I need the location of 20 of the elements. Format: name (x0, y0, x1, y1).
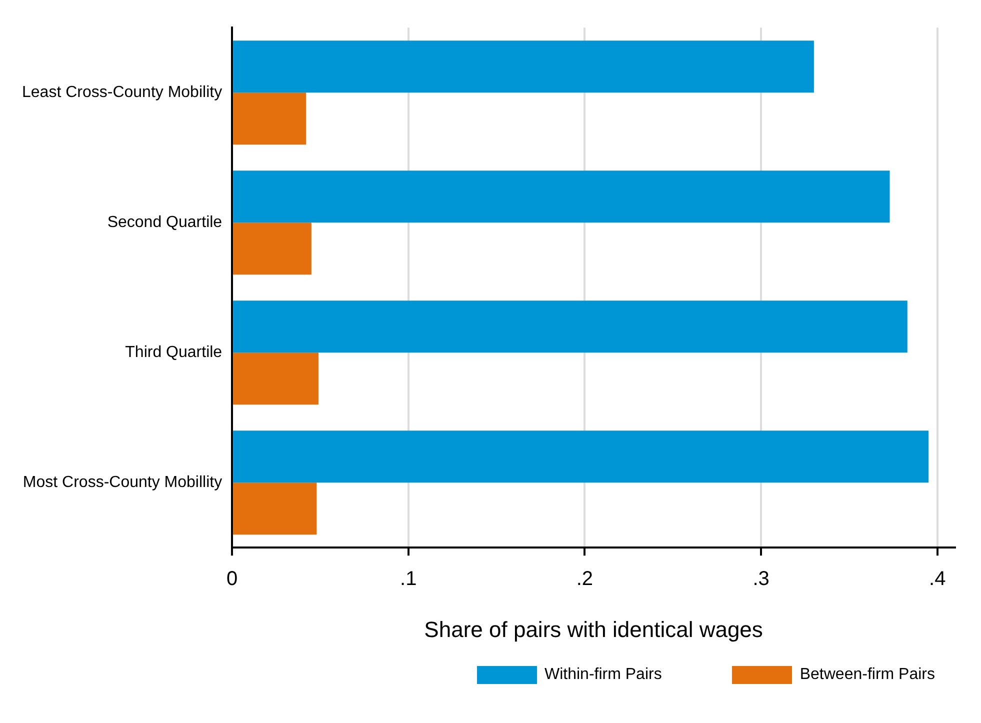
y-tick-label: Most Cross-County Mobillity (22, 474, 222, 492)
bar (233, 300, 908, 353)
x-tick-label: 0 (226, 568, 238, 590)
y-tick-label: Least Cross-County Mobility (22, 84, 222, 102)
x-tick-label: .4 (929, 568, 946, 590)
bar (233, 482, 317, 535)
x-axis-title: Share of pairs with identical wages (424, 616, 763, 642)
y-tick-label: Second Quartile (107, 214, 222, 232)
legend-label: Between-firm Pairs (800, 666, 935, 684)
bar (233, 40, 814, 93)
bar (233, 222, 312, 275)
x-tick-label: .3 (752, 568, 770, 590)
bar (233, 170, 890, 223)
y-tick-label: Third Quartile (125, 344, 222, 362)
bar (233, 430, 929, 483)
x-tick-label: .1 (400, 568, 417, 590)
bar (233, 92, 306, 145)
legend-label: Within-firm Pairs (544, 666, 662, 684)
bar (233, 352, 318, 405)
x-tick-label: .2 (576, 568, 594, 590)
